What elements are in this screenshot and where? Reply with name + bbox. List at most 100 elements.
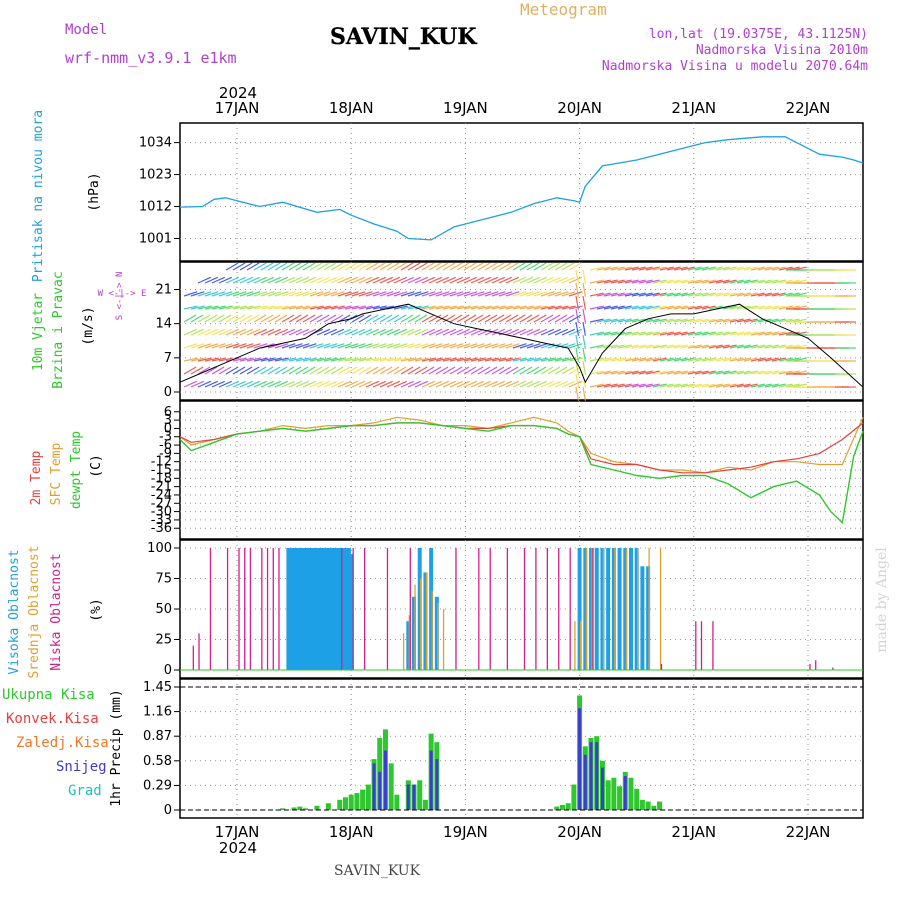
wind-barb [694, 383, 709, 388]
wind-barb [253, 343, 268, 349]
wind-barb [400, 276, 415, 284]
wind-barb [575, 321, 580, 336]
wind-barb [253, 305, 268, 310]
gridlines [180, 123, 863, 818]
wind-barb [519, 357, 534, 362]
wind-barb [498, 380, 513, 388]
wind-barb [687, 318, 702, 323]
wind-barb [197, 366, 211, 375]
wind-barb [218, 314, 232, 323]
wind-barb [414, 314, 428, 323]
wind-barb [274, 380, 289, 388]
wind-barb [365, 314, 379, 323]
precip-legend-item: Zaledj.Kisa [16, 735, 109, 751]
wind-barb [330, 380, 345, 388]
wind-barb [190, 291, 205, 297]
wind-barb [344, 366, 358, 375]
wind-barb [617, 305, 632, 310]
y-tick-label: 14 [155, 317, 172, 332]
wind-barb [316, 357, 331, 362]
year-label-top: 2024 [219, 84, 257, 102]
wind-barb [498, 262, 512, 271]
high-cloud-bar [317, 548, 322, 670]
wind-barb [610, 383, 625, 388]
wind-barb [512, 343, 527, 349]
high-cloud-bar [606, 548, 611, 670]
wind-barb [687, 370, 702, 375]
wind-barb [225, 291, 240, 297]
wind-barb [463, 357, 478, 362]
wind-barb [351, 343, 366, 349]
wind-barb [239, 276, 254, 284]
wind-barb [232, 314, 246, 323]
wind-barb [386, 343, 401, 349]
wind-barb [323, 262, 337, 271]
y-tick-label: -36 [151, 521, 172, 536]
wind-barb-field [183, 262, 856, 401]
precip-label: 1hr Precip (mm) [109, 689, 124, 806]
wind-barb [743, 279, 758, 284]
wind-barb [323, 305, 338, 310]
wind-barb [288, 357, 303, 362]
wind-barb [687, 331, 702, 336]
wind-barb [449, 262, 463, 271]
wind-barb [512, 328, 527, 336]
temp-label-2: SFC Temp [49, 443, 64, 506]
wind-barb [204, 357, 219, 362]
wind-barb [708, 279, 723, 284]
watermark: made by Angel [874, 547, 890, 653]
wind-barb [358, 276, 373, 284]
wind-barb [309, 305, 324, 310]
wind-barb [246, 357, 261, 362]
wind-barb [477, 343, 492, 349]
wind-barb [197, 357, 212, 362]
wind-barb [715, 318, 730, 323]
wind-barb [246, 262, 260, 271]
wind-barb [715, 370, 730, 375]
wind-barb [722, 370, 737, 375]
wind-barb [442, 314, 456, 323]
wind-barb [190, 366, 204, 375]
y-tick-label: -3 [159, 430, 172, 445]
wind-barb [470, 343, 485, 349]
wind-barb [659, 344, 674, 349]
cloud-label-high: Visoka Oblacnost [7, 549, 22, 674]
snow-bar [595, 742, 599, 810]
wind-barb [351, 291, 366, 297]
wind-barb [316, 380, 331, 388]
wind-barb [442, 328, 457, 336]
wind-barb [407, 380, 422, 388]
wind-barb [253, 328, 268, 336]
wind-barb [449, 366, 463, 375]
wind-barb [526, 357, 541, 362]
total-precip-bar [303, 808, 309, 810]
wind-barb [435, 328, 450, 336]
wind-barb [505, 380, 520, 388]
wind-barb [372, 291, 387, 297]
wind-barb [589, 292, 604, 297]
y-tick-label: 1023 [139, 168, 172, 183]
wind-barb [309, 262, 323, 271]
wind-barb [267, 380, 282, 388]
wind-barb [694, 266, 709, 271]
wind-barb [624, 370, 639, 375]
wind-barb [603, 266, 618, 271]
wind-barb [554, 314, 568, 323]
wind-barb [526, 305, 541, 310]
wind-barb [589, 266, 604, 271]
wind-barb [722, 383, 737, 388]
wind-barb [309, 357, 324, 362]
wind-barb [435, 276, 450, 284]
wind-barb [330, 291, 345, 297]
wind-barb [239, 291, 254, 297]
wind-barb [652, 305, 667, 310]
wind-barb [267, 276, 282, 284]
wind-barb [274, 314, 288, 323]
wind-barb [365, 366, 379, 375]
wind-barb [428, 314, 442, 323]
wind-barb [428, 343, 443, 349]
wind-barb [393, 380, 408, 388]
wind-barb [771, 357, 786, 362]
wind-barb [218, 328, 233, 336]
wind-barb [274, 305, 289, 310]
